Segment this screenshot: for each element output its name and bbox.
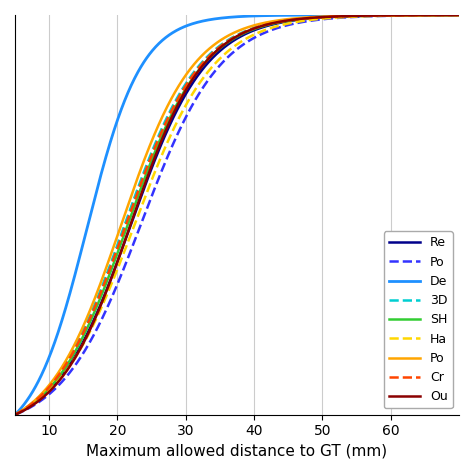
Cr [340,13,346,19]
Ha [12,412,18,418]
3D [340,13,346,19]
Line: 3D: 3D [15,15,474,415]
Line: Ha: Ha [15,15,474,415]
Ha [61,371,67,377]
Legend: Re, Po, De, 3D, SH, Ha, Po, Cr, Ou: Re, Po, De, 3D, SH, Ha, Po, Cr, Ou [384,231,453,409]
SH [206,56,211,62]
Ha [385,13,391,18]
De [340,12,346,18]
SH [61,367,67,373]
Line: Re: Re [15,15,474,415]
Line: SH: SH [15,15,474,415]
SH [12,412,18,418]
Cr [393,12,399,18]
Line: Cr: Cr [15,15,474,415]
Ou [385,12,391,18]
SH [393,12,399,18]
3D [12,412,18,418]
Po [340,15,346,20]
Re [393,12,399,18]
X-axis label: Maximum allowed distance to GT (mm): Maximum allowed distance to GT (mm) [86,444,388,459]
Ou [340,13,346,19]
Po [61,361,67,367]
Cr [12,412,18,418]
Line: Po: Po [15,15,474,415]
3D [61,364,67,369]
Cr [61,365,67,371]
Re [223,44,228,49]
Po [223,56,228,62]
De [206,17,211,23]
Line: De: De [15,15,474,415]
Ha [393,13,399,18]
Po [340,13,346,19]
Po [393,12,399,18]
Re [61,370,67,376]
Cr [223,40,228,46]
Ou [223,41,228,46]
Po [223,34,228,40]
Re [12,412,18,418]
3D [223,39,228,45]
Ou [12,412,18,418]
3D [206,53,211,58]
Ou [393,12,399,18]
Cr [385,12,391,18]
Re [385,13,391,18]
Po [12,412,18,418]
Cr [206,54,211,60]
De [393,12,399,18]
Po [206,77,211,82]
3D [385,12,391,18]
De [223,15,228,20]
Ha [206,68,211,74]
Ha [340,14,346,20]
Ou [61,372,67,378]
De [12,412,18,418]
Po [385,12,391,18]
SH [340,13,346,19]
Po [385,13,391,18]
Line: Ou: Ou [15,15,474,415]
De [61,311,67,317]
Ha [223,50,228,56]
Re [206,60,211,65]
Line: Po: Po [15,15,474,415]
3D [393,12,399,18]
Po [393,13,399,18]
SH [385,13,391,18]
SH [223,41,228,47]
De [385,12,391,18]
Po [206,46,211,52]
Po [12,412,18,418]
Ou [206,56,211,62]
Po [61,377,67,383]
Re [340,14,346,19]
